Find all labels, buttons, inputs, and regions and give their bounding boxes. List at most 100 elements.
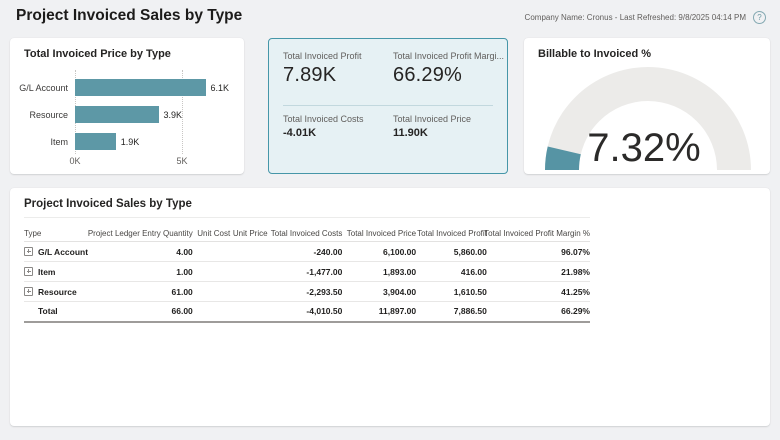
kpi-value: 11.90K [393, 127, 428, 139]
column-header-label: Total Invoiced Price [346, 228, 417, 238]
cell-value: 66.00 [96, 301, 193, 323]
row-type-label: Item [38, 266, 56, 277]
refresh-status-text: Company Name: Cronus - Last Refreshed: 9… [524, 13, 746, 22]
profit-kpi-card: Total Invoiced Profit 7.89K Total Invoic… [268, 38, 508, 174]
cell-value: 1.00 [96, 261, 193, 282]
kpi-label: Total Invoiced Profit Margi... [393, 51, 505, 61]
cell-value: -2,293.50 [267, 281, 343, 302]
bar-category-label: Resource [29, 109, 68, 120]
kpi-divider [283, 105, 493, 106]
kpi-label: Total Invoiced Profit [283, 51, 362, 61]
invoiced-sales-table: Type Project Ledger Entry Quantity Unit Co… [24, 217, 590, 323]
cell-value: 5,860.00 [416, 241, 487, 262]
bar-chart-rows: G/L Account 6.1K Resource 3.9K Item 1.9K [10, 74, 244, 155]
cell-value: -1,477.00 [267, 261, 343, 282]
bar-row: G/L Account 6.1K [10, 74, 244, 101]
bar-value-label: 3.9K [163, 109, 183, 120]
page-title: Project Invoiced Sales by Type [16, 7, 243, 24]
bar[interactable] [75, 79, 206, 96]
column-header[interactable]: Unit Price [230, 217, 268, 242]
kpi-total-invoiced-profit: Total Invoiced Profit 7.89K [283, 51, 393, 87]
table-header-row: Type Project Ledger Entry Quantity Unit Co… [24, 217, 590, 242]
cell-value [230, 301, 268, 323]
cell-type: Resource [24, 281, 97, 302]
cell-value [192, 281, 231, 302]
bar[interactable] [75, 106, 159, 123]
column-header[interactable]: Total Invoiced Profit [416, 217, 487, 242]
bar-value-label: 1.9K [120, 136, 140, 147]
column-header[interactable]: Project Ledger Entry Quantity [88, 217, 193, 242]
bar-value-label: 6.1K [210, 82, 230, 93]
kpi-value: 66.29% [393, 64, 463, 86]
cell-type: Total [24, 301, 97, 323]
cell-value [230, 261, 268, 282]
gauge-value: 7.32% [587, 126, 701, 170]
gauge-title: Billable to Invoiced % [538, 48, 652, 60]
expand-plus-icon[interactable] [24, 246, 33, 256]
row-type-label: G/L Account [38, 246, 89, 257]
kpi-total-invoiced-profit-margin: Total Invoiced Profit Margi... 66.29% [393, 51, 505, 87]
kpi-label: Total Invoiced Price [393, 114, 472, 124]
kpi-primary-row: Total Invoiced Profit 7.89K Total Invoic… [283, 51, 505, 87]
expand-plus-icon[interactable] [24, 266, 33, 276]
bar-row: Item 1.9K [10, 128, 244, 155]
bar-category-label: G/L Account [19, 82, 68, 93]
gauge-card: Billable to Invoiced % 7.32% [524, 38, 770, 174]
column-header[interactable]: Total Invoiced Price [342, 217, 417, 242]
column-header-label: Total Invoiced Costs [270, 228, 343, 238]
bar-category-label: Item [50, 136, 68, 147]
cell-value [192, 261, 231, 282]
cell-value: 21.98% [486, 261, 590, 282]
kpi-total-invoiced-price: Total Invoiced Price 11.90K [393, 114, 505, 139]
cell-type: Item [24, 261, 97, 282]
column-header-label: Type [24, 228, 42, 238]
kpi-value: -4.01K [283, 127, 317, 139]
expand-plus-icon[interactable] [24, 286, 33, 296]
row-type-label: Resource [38, 286, 77, 297]
column-header-label: Total Invoiced Profit [417, 228, 487, 238]
x-axis-tick-0k: 0K [69, 156, 81, 166]
cell-value [192, 241, 231, 262]
cell-value: 1,610.50 [416, 281, 487, 302]
x-axis-tick-5k: 5K [176, 156, 188, 166]
gauge-track-arc [545, 67, 751, 170]
cell-value: 4.00 [96, 241, 193, 262]
table-row[interactable]: G/L Account 4.00 -240.00 6,100.00 5,860.00 96… [24, 241, 590, 262]
column-header-label: Unit Price [232, 228, 268, 238]
bar-chart-title: Total Invoiced Price by Type [24, 48, 171, 60]
table-body: G/L Account 4.00 -240.00 6,100.00 5,860.00 96… [24, 241, 590, 323]
bar[interactable] [75, 133, 116, 150]
column-header[interactable]: Unit Cost [192, 217, 231, 242]
column-header[interactable]: Type [24, 217, 97, 242]
kpi-cards-row: Total Invoiced Price by Type G/L Account… [10, 38, 770, 174]
kpi-value: 7.89K [283, 64, 337, 86]
cell-type: G/L Account [24, 241, 97, 262]
cell-value: -240.00 [267, 241, 343, 262]
cell-value: 1,893.00 [342, 261, 417, 282]
cell-value: 66.29% [486, 301, 590, 323]
table-total-row[interactable]: Total 66.00 -4,010.50 11,897.00 7,886.50 66.2… [24, 301, 590, 323]
cell-value [230, 281, 268, 302]
help-icon[interactable]: ? [753, 11, 766, 24]
gridline-5k [182, 70, 183, 154]
cell-value: 7,886.50 [416, 301, 487, 323]
table-row[interactable]: Item 1.00 -1,477.00 1,893.00 416.00 21.98% [24, 261, 590, 282]
cell-value: 11,897.00 [342, 301, 417, 323]
cell-value: 3,904.00 [342, 281, 417, 302]
table-row[interactable]: Resource 61.00 -2,293.50 3,904.00 1,610.50 41… [24, 281, 590, 302]
table-title: Project Invoiced Sales by Type [24, 198, 192, 210]
bar-chart-x-axis: 0K 5K [10, 156, 244, 168]
row-type-label: Total [38, 306, 58, 317]
cell-value: 41.25% [486, 281, 590, 302]
gauge-chart [545, 67, 751, 170]
column-header-label: Project Ledger Entry Quantity [87, 228, 193, 238]
cell-value [192, 301, 231, 323]
column-header[interactable]: Total Invoiced Profit Margin % [484, 217, 590, 242]
column-header[interactable]: Total Invoiced Costs [267, 217, 343, 242]
gauge-fill-arc [545, 146, 581, 170]
cell-value: 61.00 [96, 281, 193, 302]
cell-value: 96.07% [486, 241, 590, 262]
cell-value: 6,100.00 [342, 241, 417, 262]
cell-value: 416.00 [416, 261, 487, 282]
bar-chart-card: Total Invoiced Price by Type G/L Account… [10, 38, 244, 174]
